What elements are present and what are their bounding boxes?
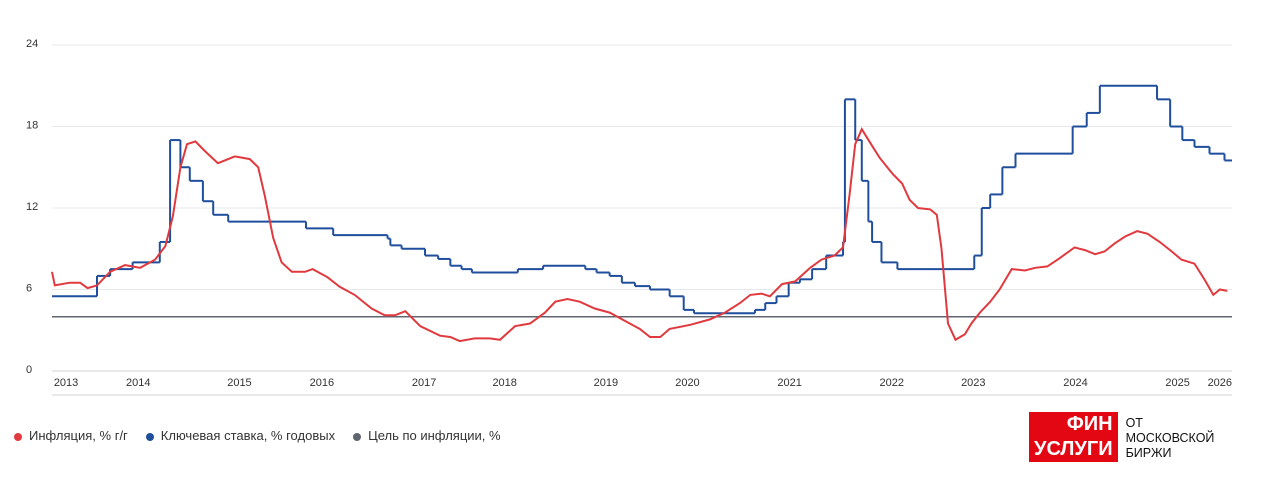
legend-marker xyxy=(353,432,362,441)
x-tick-label: 2019 xyxy=(594,377,618,389)
x-tick-label: 2024 xyxy=(1063,377,1087,389)
y-tick-label: 12 xyxy=(26,201,38,213)
legend-marker xyxy=(14,432,22,441)
logo-caption-line: МОСКОВСКОЙ xyxy=(1125,431,1215,445)
series-line xyxy=(51,127,1228,343)
logo-caption-line: ОТ xyxy=(1125,416,1143,430)
x-tick-label: 2014 xyxy=(126,377,150,389)
x-tick-label: 2020 xyxy=(675,377,699,389)
x-tick-label: 2017 xyxy=(412,377,436,389)
logo-boxes: ФИН УСЛУГИ xyxy=(1029,412,1118,462)
x-tick-label: 2021 xyxy=(777,377,801,389)
legend-label: Ключевая ставка, % годовых xyxy=(160,428,336,443)
y-tick-label: 18 xyxy=(26,119,38,131)
legend-label: Инфляция, % г/г xyxy=(29,428,128,443)
y-tick-label: 0 xyxy=(26,364,32,376)
y-tick-label: 24 xyxy=(26,38,38,50)
legend-item[interactable]: Цель по инфляции, % xyxy=(353,428,501,443)
legend-item[interactable]: Ключевая ставка, % годовых xyxy=(145,428,336,443)
chart: 0 6 12 18 24 2013 2014 2015 2016 2017 2018 2019 2020… xyxy=(26,38,1232,396)
logo-caption: ОТ МОСКОВСКОЙ БИРЖИ xyxy=(1126,412,1215,462)
legend-marker xyxy=(145,432,154,441)
y-tick-label: 6 xyxy=(26,282,32,294)
logo-top: ФИН xyxy=(1029,412,1118,437)
x-tick-label: 2022 xyxy=(880,377,904,389)
x-tick-label: 2025 xyxy=(1165,377,1189,389)
x-tick-label: 2026 xyxy=(1208,377,1232,389)
x-tick-label: 2016 xyxy=(310,377,334,389)
logo-bottom: УСЛУГИ xyxy=(1029,437,1118,462)
legend-label: Цель по инфляции, % xyxy=(368,428,501,443)
x-tick-label: 2023 xyxy=(961,377,985,389)
x-tick-label: 2015 xyxy=(227,377,251,389)
logo-caption-line: БИРЖИ xyxy=(1125,446,1172,460)
x-tick-label: 2013 xyxy=(54,377,78,389)
legend: Инфляция, % г/г Ключевая ставка, % годовы… xyxy=(14,428,501,443)
legend-item[interactable]: Инфляция, % г/г xyxy=(14,428,128,443)
x-tick-label: 2018 xyxy=(492,377,516,389)
logo: ФИН УСЛУГИ ОТ МОСКОВСКОЙ БИРЖИ xyxy=(1029,412,1214,462)
